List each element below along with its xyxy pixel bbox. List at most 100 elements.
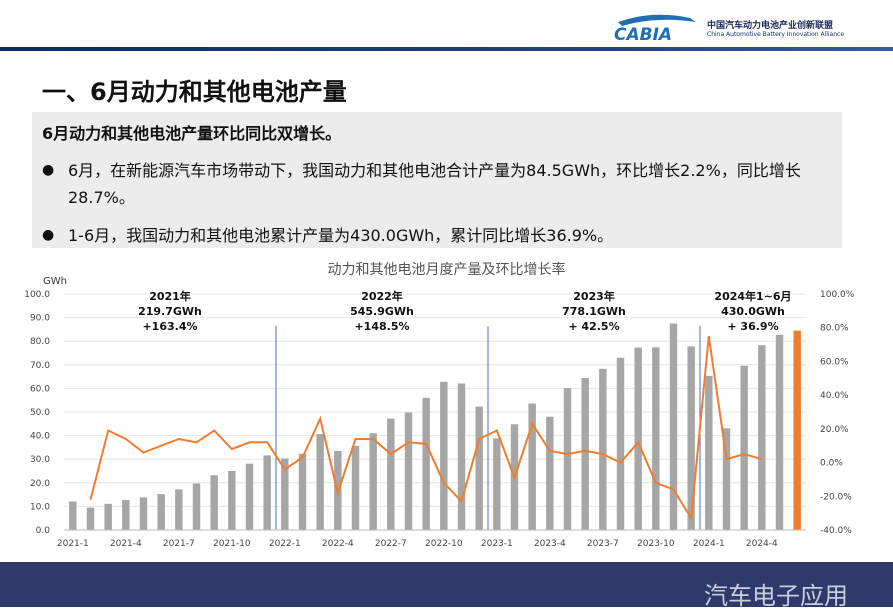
y2-tick-label: 40.0% xyxy=(820,391,849,401)
chart-bar xyxy=(669,323,678,530)
chart-bars xyxy=(69,323,801,530)
x-tick-label: 2021-10 xyxy=(213,539,251,549)
chart-bar xyxy=(139,497,148,530)
year-annotation-line: +148.5% xyxy=(354,320,409,333)
x-tick-label: 2023-7 xyxy=(587,539,619,549)
y2-tick-label: -40.0% xyxy=(820,526,852,536)
y-tick-label: 60.0 xyxy=(30,384,50,394)
y-tick-label: 80.0 xyxy=(30,337,50,347)
y-tick-label: 90.0 xyxy=(30,314,50,324)
year-annotation-line: 2022年 xyxy=(361,289,403,303)
summary-bullet-text: 1-6月，我国动力和其他电池累计产量为430.0GWh，累计同比增长36.9%。 xyxy=(68,226,614,245)
x-tick-label: 2023-10 xyxy=(637,539,675,549)
x-tick-label: 2022-4 xyxy=(322,539,354,549)
x-tick-label: 2022-7 xyxy=(375,539,407,549)
chart-bar xyxy=(298,453,307,530)
growth-line xyxy=(89,335,763,522)
year-annotation-line: 2024年1~6月 xyxy=(714,289,791,303)
y-tick-label: 0.0 xyxy=(36,526,51,536)
year-annotation-line: + 42.5% xyxy=(568,320,619,333)
chart-bar xyxy=(86,507,95,530)
chart-bar xyxy=(404,412,413,530)
logo-swoosh-icon xyxy=(618,14,696,26)
chart-bar xyxy=(210,475,218,530)
chart-bar xyxy=(687,346,695,530)
year-annotation-line: 545.9GWh xyxy=(350,305,414,318)
x-tick-label: 2023-4 xyxy=(534,539,566,549)
chart-bar xyxy=(493,438,501,530)
chart-bar xyxy=(457,383,466,530)
chart-bar xyxy=(351,445,360,530)
x-tick-label: 2021-4 xyxy=(110,539,142,549)
page-title: 一、6月动力和其他电池产量 xyxy=(42,78,347,106)
year-annotations: 2021年 219.7GWh +163.4% 2022年 545.9GWh +148.5%… xyxy=(138,289,791,333)
y-axis-label: GWh xyxy=(43,276,67,287)
chart-bar xyxy=(475,406,483,530)
y-tick-label: 40.0 xyxy=(30,432,50,442)
chart-bar xyxy=(528,403,536,530)
summary-bullet: ● 6月，在新能源汽车市场带动下，我国动力和其他电池合计产量为84.5GWh，环… xyxy=(42,157,842,211)
y-tick-label: 70.0 xyxy=(30,361,50,371)
org-name-cn: 中国汽车动力电池产业创新联盟 xyxy=(707,21,834,31)
y2-tick-label: 80.0% xyxy=(820,324,849,334)
y-tick-label: 100.0 xyxy=(24,290,50,300)
bullet-icon: ● xyxy=(42,162,55,178)
chart-bar xyxy=(228,471,236,530)
chart-bar xyxy=(369,433,377,530)
x-tick-label: 2023-1 xyxy=(481,539,513,549)
year-annotation-line: 778.1GWh xyxy=(562,305,626,318)
y2-tick-label: 100.0% xyxy=(820,290,855,300)
chart-bar xyxy=(440,381,448,530)
logo-mark: CABIA xyxy=(614,25,672,44)
x-tick-label: 2021-1 xyxy=(57,539,89,549)
x-tick-label: 2022-10 xyxy=(425,539,463,549)
year-annotation-line: 2021年 xyxy=(149,289,191,303)
chart-bar xyxy=(581,378,589,530)
chart-bar xyxy=(705,375,713,530)
chart-bar xyxy=(157,494,165,530)
year-annotation-line: + 36.9% xyxy=(727,320,778,333)
summary-lead: 6月动力和其他电池产量环比同比双增长。 xyxy=(42,124,342,143)
chart-bar xyxy=(793,330,801,530)
chart-bar xyxy=(316,434,324,530)
chart-bar xyxy=(245,463,254,530)
chart-bar xyxy=(652,347,660,530)
summary-bullet-text: 6月，在新能源汽车市场带动下，我国动力和其他电池合计产量为84.5GWh，环比增… xyxy=(68,161,801,207)
chart-bar xyxy=(69,501,77,530)
growth-line-path xyxy=(89,335,763,522)
chart-axes: 0.0 10.0 20.0 30.0 40.0 50.0 60.0 70.0 80.0 90.0 1… xyxy=(24,290,855,549)
chart-bar xyxy=(122,500,130,530)
watermark: 汽车电子应用 xyxy=(704,582,848,610)
year-annotation-line: +163.4% xyxy=(142,320,197,333)
bullet-icon: ● xyxy=(42,227,55,243)
year-annotation-line: 219.7GWh xyxy=(138,305,202,318)
cabia-logo: CABIA xyxy=(614,14,696,44)
chart-bar xyxy=(546,416,554,530)
x-tick-label: 2021-7 xyxy=(163,539,195,549)
x-tick-label: 2024-4 xyxy=(746,539,778,549)
chart-bar xyxy=(775,334,784,530)
chart-bar xyxy=(740,365,748,530)
year-annotation-line: 2023年 xyxy=(573,289,615,303)
footer-bar xyxy=(0,562,893,607)
production-chart: 0.0 10.0 20.0 30.0 40.0 50.0 60.0 70.0 80.0 90.0 1… xyxy=(24,276,855,549)
chart-bar xyxy=(104,503,112,530)
chart-title: 动力和其他电池月度产量及环比增长率 xyxy=(327,262,566,278)
chart-bar xyxy=(192,483,201,530)
y2-tick-label: 20.0% xyxy=(820,425,849,435)
chart-bar xyxy=(387,418,395,530)
y-tick-label: 10.0 xyxy=(30,502,50,512)
header-divider xyxy=(0,47,893,51)
x-tick-label: 2022-1 xyxy=(269,539,301,549)
x-tick-label: 2024-1 xyxy=(693,539,725,549)
chart-bar xyxy=(263,455,271,530)
chart-bar xyxy=(599,368,607,530)
chart-bar xyxy=(175,489,183,530)
chart-bar xyxy=(634,347,642,530)
chart-bar xyxy=(563,388,572,530)
y2-tick-label: 0.0% xyxy=(820,459,843,469)
chart-bar xyxy=(758,345,766,530)
y-tick-label: 50.0 xyxy=(30,408,50,418)
y-tick-label: 20.0 xyxy=(30,479,50,489)
y2-tick-label: 60.0% xyxy=(820,357,849,367)
